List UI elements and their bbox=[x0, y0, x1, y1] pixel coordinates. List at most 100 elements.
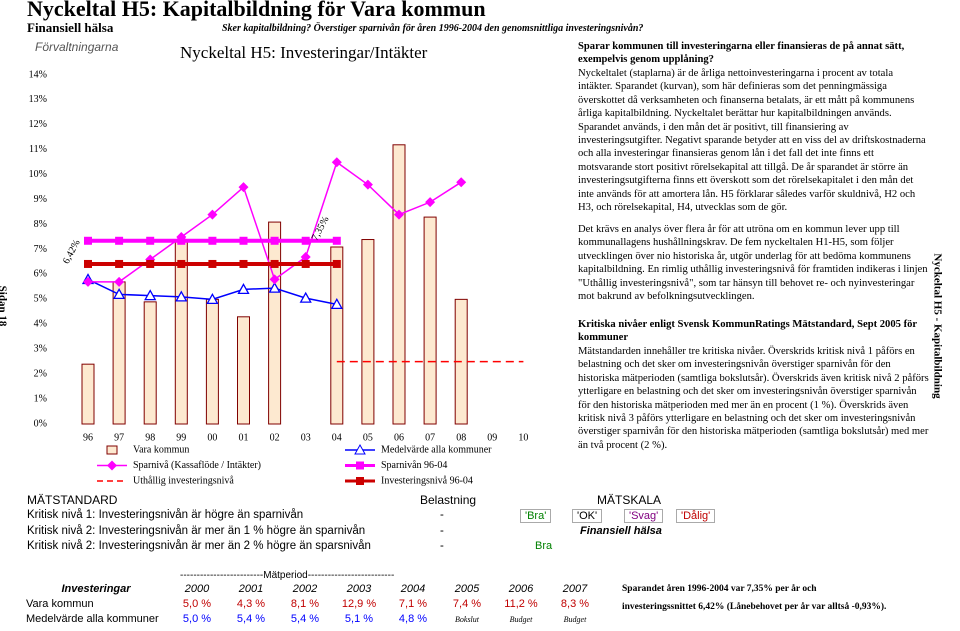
marker bbox=[332, 259, 341, 268]
marker bbox=[362, 179, 373, 190]
marker bbox=[177, 236, 186, 245]
load: - bbox=[440, 509, 444, 521]
marker bbox=[83, 276, 93, 287]
chart: Förvaltningarna Nyckeltal H5: Investerin… bbox=[29, 40, 529, 486]
marker bbox=[239, 236, 248, 245]
bar bbox=[392, 144, 406, 425]
column-header: 2002 bbox=[292, 583, 318, 595]
y-tick-label: 6% bbox=[34, 269, 47, 280]
legend-label: Sparnivån 96-04 bbox=[381, 460, 447, 471]
x-tick-label: 96 bbox=[83, 432, 93, 443]
header-row: Investeringar 2000 2001 2002 2003 2004 2005 200… bbox=[22, 582, 602, 597]
bar bbox=[81, 363, 95, 425]
marker bbox=[177, 259, 186, 268]
x-tick-label: 04 bbox=[332, 432, 342, 443]
standard-title: MÄTSTANDARD bbox=[27, 493, 118, 507]
bar bbox=[112, 281, 126, 425]
side-title: Nyckeltal H5 - Kapitalbildning bbox=[931, 253, 944, 399]
legend-label: Investeringsnivå 96-04 bbox=[381, 475, 473, 486]
row: Vara kommun 5,0 % 4,3 % 8,1 % 12,9 % 7,1 % 7,4… bbox=[22, 597, 602, 612]
heading: Kritiska nivåer enligt Svensk KommunRati… bbox=[578, 319, 917, 344]
column-header: 2006 bbox=[508, 583, 534, 595]
x-tick-label: 00 bbox=[207, 432, 217, 443]
question: Sker kapitalbildning? Överstiger sparniv… bbox=[222, 23, 644, 34]
scale-item: 'Bra' bbox=[520, 509, 552, 523]
bar bbox=[330, 246, 344, 425]
x-tick-label: 07 bbox=[425, 432, 435, 443]
column-header: 2007 bbox=[562, 583, 588, 595]
marker bbox=[394, 209, 404, 220]
bar bbox=[361, 239, 375, 425]
legend-swatch bbox=[106, 445, 118, 455]
marker bbox=[270, 236, 279, 245]
marker bbox=[269, 274, 280, 285]
x-tick-label: 02 bbox=[270, 432, 280, 443]
marker bbox=[332, 236, 341, 245]
y-tick-label: 9% bbox=[34, 194, 47, 205]
column-header: 2003 bbox=[346, 583, 372, 595]
cell: 7,1 % bbox=[398, 598, 428, 610]
y-tick-label: 5% bbox=[34, 294, 47, 305]
x-tick-label: 03 bbox=[301, 432, 311, 443]
row: Medelvärde alla kommuner 5,0 % 5,4 % 5,4 % 5… bbox=[22, 612, 602, 627]
marker bbox=[84, 236, 92, 245]
cell: Medelvärde alla kommuner bbox=[26, 613, 159, 625]
marker bbox=[268, 281, 281, 293]
scale-title: MÄTSKALA bbox=[597, 493, 662, 507]
x-tick-label: 01 bbox=[239, 432, 249, 443]
y-tick-label: 8% bbox=[34, 219, 47, 230]
chart-title: Nyckeltal H5: Investeringar/Intäkter bbox=[180, 43, 428, 62]
legend-label: Sparnivå (Kassaflöde / Intäkter) bbox=[133, 460, 261, 471]
cell: 8,1 % bbox=[290, 598, 320, 610]
cell: 7,4 % bbox=[452, 598, 482, 610]
y-tick-label: 13% bbox=[29, 94, 47, 105]
cell: 4,8 % bbox=[398, 613, 428, 625]
load-header: Belastning bbox=[420, 493, 477, 507]
y-tick-label: 11% bbox=[29, 144, 47, 155]
criterion: Kritisk nivå 1: Investeringsnivån är hög… bbox=[27, 509, 304, 521]
paragraph: Det krävs en analys över flera år för at… bbox=[578, 224, 928, 303]
x-tick-label: 05 bbox=[363, 432, 373, 443]
scale-result: Bra bbox=[535, 540, 553, 552]
legend-marker bbox=[356, 461, 364, 470]
cell: 5,1 % bbox=[344, 613, 374, 625]
x-tick-label: 10 bbox=[518, 432, 528, 443]
scale-label: Finansiell hälsa bbox=[580, 525, 662, 537]
column-header: Investeringar bbox=[61, 583, 131, 595]
bar bbox=[237, 316, 250, 425]
marker bbox=[146, 236, 155, 245]
note: Sparandet åren 1996-2004 var 7,35% per å… bbox=[622, 584, 817, 594]
x-tick-label: 08 bbox=[456, 432, 466, 443]
y-tick-label: 7% bbox=[34, 244, 47, 255]
cell: Budget bbox=[563, 615, 587, 624]
marker bbox=[301, 259, 310, 268]
y-tick-label: 4% bbox=[34, 319, 47, 330]
marker bbox=[115, 259, 124, 268]
x-tick-label: 99 bbox=[176, 432, 186, 443]
paragraph: Nyckeltalet (staplarna) är de årliga net… bbox=[578, 68, 926, 214]
cell: 12,9 % bbox=[341, 598, 377, 610]
marker bbox=[146, 259, 155, 268]
column-header: 2001 bbox=[238, 583, 264, 595]
cell: 11,2 % bbox=[504, 598, 538, 610]
marker bbox=[456, 177, 467, 188]
cell: Budget bbox=[509, 615, 533, 624]
cell: Vara kommun bbox=[26, 598, 94, 610]
cell: 5,4 % bbox=[290, 613, 320, 625]
x-tick-label: 98 bbox=[145, 432, 155, 443]
legend-marker bbox=[107, 460, 117, 471]
note: investeringssnittet 6,42% (Lånebehovet p… bbox=[622, 602, 887, 612]
legend-marker bbox=[354, 443, 366, 455]
marker bbox=[208, 236, 217, 245]
legend-marker bbox=[356, 477, 364, 485]
marker bbox=[207, 209, 218, 220]
legend-label: Medelvärde alla kommuner bbox=[381, 444, 492, 455]
column-header: 2005 bbox=[454, 583, 480, 595]
bar bbox=[423, 216, 437, 425]
y-tick-label: 0% bbox=[34, 418, 47, 429]
load: - bbox=[440, 540, 444, 552]
marker bbox=[299, 291, 312, 303]
legend-label: Vara kommun bbox=[133, 444, 189, 455]
marker bbox=[237, 283, 250, 295]
